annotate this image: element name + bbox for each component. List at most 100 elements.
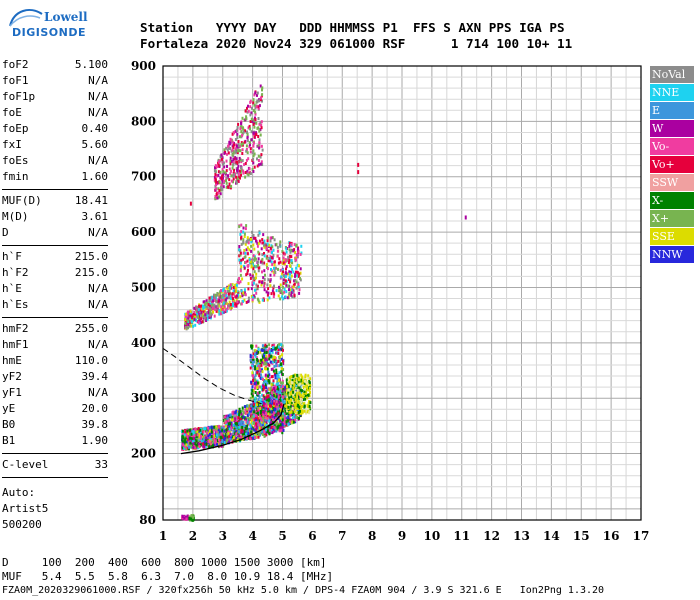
echo-dot — [267, 412, 270, 416]
echo-dot — [231, 411, 234, 415]
echo-dot — [268, 377, 271, 380]
echo-dot — [192, 446, 195, 450]
echo-dot — [223, 179, 225, 183]
echo-dot — [249, 417, 251, 421]
echo-dot — [250, 404, 253, 408]
echo-dot — [207, 303, 210, 307]
echo-dot — [229, 283, 232, 287]
echo-dot — [297, 249, 300, 253]
echo-dot — [259, 420, 261, 424]
echo-dot — [256, 379, 259, 383]
echo-dot — [227, 174, 229, 178]
echo-dot — [214, 164, 217, 168]
echo-dot — [279, 354, 282, 358]
echo-dot — [249, 424, 252, 428]
echo-dot — [196, 433, 199, 437]
echo-dot — [308, 387, 311, 391]
echo-dot — [306, 410, 309, 414]
echo-dot — [298, 272, 301, 276]
echo-dot — [252, 170, 255, 173]
echo-dot — [238, 434, 241, 438]
echo-dot — [228, 435, 230, 438]
echo-dot — [246, 132, 249, 136]
echo-dot — [281, 379, 284, 383]
echo-dot — [259, 162, 262, 166]
echo-dot — [284, 386, 287, 390]
echo-dot — [192, 316, 195, 320]
echo-dot — [259, 373, 262, 377]
echo-dot — [290, 293, 293, 297]
echo-dot — [291, 393, 294, 397]
echo-dot — [266, 239, 269, 243]
echo-dot — [273, 238, 276, 242]
echo-dot — [218, 312, 221, 316]
echo-dot — [256, 100, 259, 104]
echo-dot — [286, 296, 289, 300]
echo-dot — [248, 167, 251, 171]
echo-dot — [231, 132, 234, 136]
echo-dot — [274, 413, 277, 417]
echo-dot — [256, 420, 259, 424]
echo-dot — [257, 263, 259, 267]
echo-dot — [217, 293, 220, 297]
echo-dot — [212, 444, 214, 448]
echo-dot — [232, 174, 235, 178]
echo-dot — [265, 404, 268, 408]
header-labels: Station YYYY DAY DDD HHMMSS P1 FFS S AXN… — [140, 20, 565, 35]
echo-dot — [254, 384, 257, 388]
echo-dot — [275, 243, 278, 247]
echo-dot — [275, 391, 278, 395]
echo-dot — [273, 387, 276, 390]
echo-dot — [257, 299, 260, 303]
echo-dot — [215, 309, 218, 313]
echo-dot — [265, 256, 268, 260]
echo-dot — [234, 150, 237, 154]
echo-dot — [194, 428, 197, 431]
echo-dot — [243, 429, 246, 433]
echo-dot — [253, 258, 256, 262]
echo-dot — [254, 424, 256, 428]
param-name: yF1 — [2, 386, 22, 399]
echo-dot — [184, 318, 187, 322]
echo-dot — [236, 412, 239, 416]
echo-dot — [292, 396, 295, 400]
echo-dot — [205, 442, 208, 446]
echo-dot — [267, 287, 270, 291]
echo-dot — [274, 374, 277, 377]
echo-dot — [303, 389, 306, 393]
echo-dot — [181, 429, 184, 433]
echo-dot — [187, 516, 190, 520]
echo-dot — [257, 362, 260, 366]
echo-dot — [266, 429, 269, 433]
echo-dot — [298, 264, 300, 268]
echo-dot — [210, 438, 213, 442]
echo-dot — [293, 294, 296, 298]
echo-dot — [265, 433, 268, 437]
echo-dot — [295, 243, 298, 247]
echo-dot — [224, 296, 227, 300]
echo-dot — [212, 310, 214, 314]
param-name: h`E — [2, 282, 22, 295]
echo-dot — [203, 445, 206, 449]
echo-dot — [233, 168, 235, 172]
echo-dot — [222, 170, 225, 173]
echo-dot — [226, 164, 228, 168]
low-echoes — [181, 514, 191, 521]
echo-dot — [183, 439, 186, 443]
echo-dot — [239, 232, 242, 236]
echo-dot — [239, 251, 242, 255]
echo-dot — [252, 109, 255, 112]
echo-dot — [300, 406, 303, 410]
echo-dot — [195, 434, 198, 438]
echo-dot — [191, 431, 194, 435]
echo-dot — [291, 261, 294, 265]
echo-dot — [261, 377, 264, 381]
echo-dot — [235, 436, 238, 440]
echo-dot — [281, 423, 284, 426]
echo-dot — [257, 430, 260, 434]
echo-dot — [193, 446, 196, 450]
echo-dot — [261, 270, 263, 274]
echo-dot — [258, 239, 261, 243]
echo-dot — [261, 429, 264, 433]
muf-row: MUF 5.4 5.5 5.8 6.3 7.0 8.0 10.9 18.4 [M… — [2, 570, 334, 583]
